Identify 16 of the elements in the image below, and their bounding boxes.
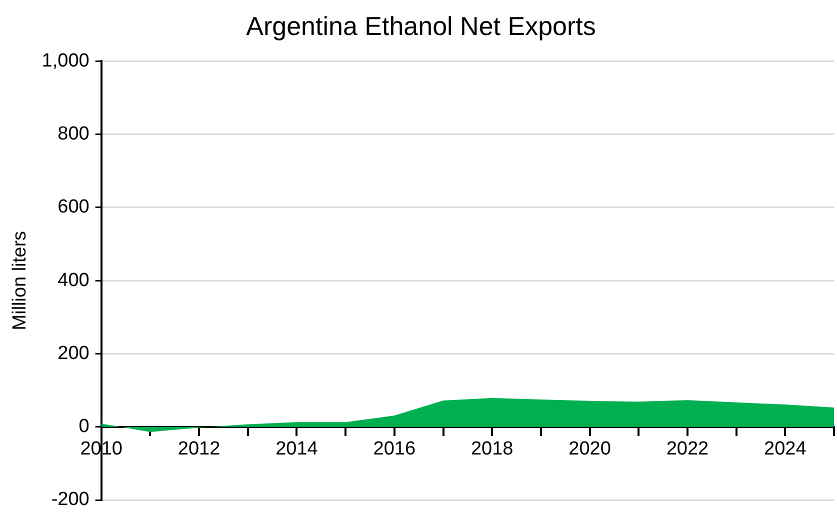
y-tick-label: 0 xyxy=(78,416,90,438)
y-tick-label: 1,000 xyxy=(42,50,90,72)
x-tick-label: 2022 xyxy=(666,438,709,460)
x-tick-label: 2012 xyxy=(178,438,220,460)
x-tick-label: 2016 xyxy=(373,438,416,460)
x-tick-label: 2024 xyxy=(764,438,807,460)
x-tick-label: 2018 xyxy=(470,438,514,460)
y-tick-label: 200 xyxy=(58,342,90,364)
x-tick-label: 2020 xyxy=(568,438,611,460)
chart-title: Argentina Ethanol Net Exports xyxy=(246,10,596,41)
y-tick-label: 600 xyxy=(58,196,90,218)
y-axis-title: Million liters xyxy=(10,230,31,330)
x-tick-label: 2014 xyxy=(276,438,318,460)
y-tick-label: 400 xyxy=(58,270,90,291)
y-tick-label: 800 xyxy=(58,124,90,145)
y-tick-label: -200 xyxy=(51,489,90,510)
